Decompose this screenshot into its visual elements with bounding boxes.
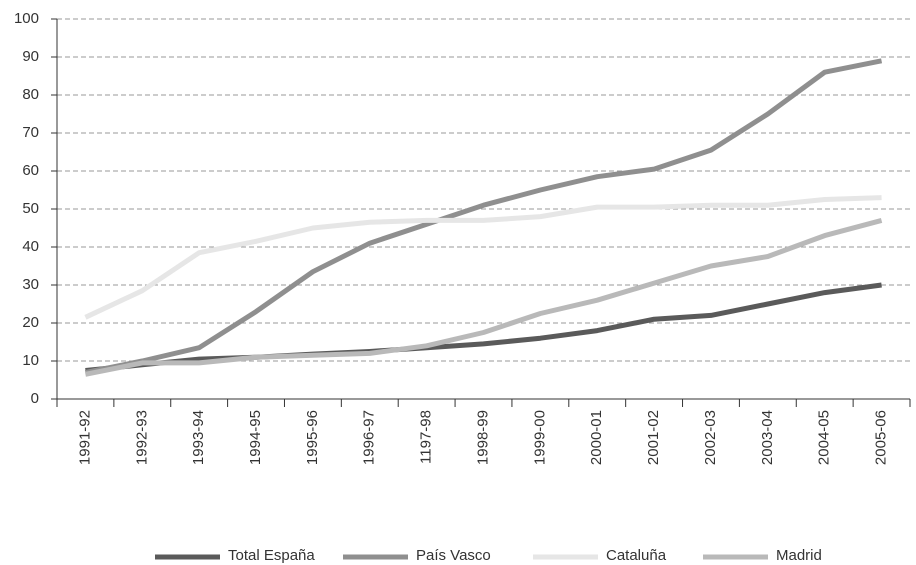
y-tick-label: 10 [22,352,39,369]
y-tick-label: 50 [22,200,39,217]
x-tick-label: 1197-98 [418,410,435,464]
series-line [84,58,883,375]
x-tick-label: 1995-96 [304,410,321,465]
y-tick-label: 20 [22,314,39,331]
x-tick-label: 1999-00 [531,410,548,465]
y-tick-label: 70 [22,124,39,141]
x-tick-label: 1996-97 [361,410,378,465]
y-tick-label: 30 [22,276,39,293]
x-tick-label: 1998-99 [474,410,491,465]
legend-label: Cataluña [606,547,667,564]
y-tick-label: 60 [22,162,39,179]
legend-label: País Vasco [416,547,491,564]
x-tick-label: 2000-01 [588,410,605,465]
x-tick-label: 2004-05 [816,410,833,465]
x-tick-label: 2001-02 [645,410,662,465]
x-tick-label: 2005-06 [873,410,890,465]
y-tick-label: 40 [22,238,39,255]
series-line [85,282,882,373]
legend-label: Madrid [776,547,822,564]
x-tick-label: 2003-04 [759,410,776,465]
series-line [84,217,883,377]
y-tick-label: 100 [14,10,39,27]
x-tick-label: 1993-94 [190,410,207,465]
y-tick-label: 80 [22,86,39,103]
y-tick-label: 0 [31,390,39,407]
x-tick-label: 1992-93 [133,410,150,465]
y-tick-label: 90 [22,48,39,65]
x-tick-label: 1991-92 [76,410,93,465]
x-tick-label: 1994-95 [247,410,264,465]
legend-label: Total España [228,547,315,564]
series-line [84,195,882,320]
x-tick-label: 2002-03 [702,410,719,465]
